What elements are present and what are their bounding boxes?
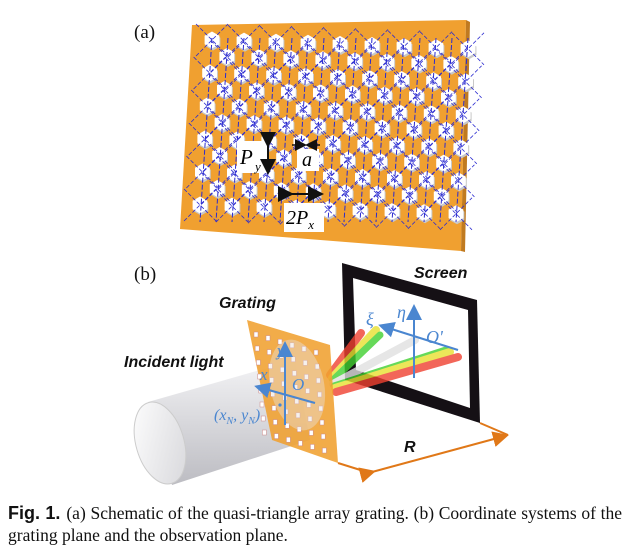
diffracted-beams bbox=[326, 326, 462, 396]
figure-caption: Fig. 1. (a) Schematic of the quasi-triang… bbox=[8, 502, 622, 546]
xi-axis-label: ξ bbox=[366, 309, 374, 329]
distance-r: R bbox=[337, 422, 509, 483]
svg-text:a: a bbox=[302, 149, 312, 171]
dimension-a: a bbox=[292, 139, 320, 171]
origin-label: O bbox=[292, 375, 304, 394]
incident-light-label: Incident light bbox=[124, 354, 224, 371]
y-axis-label: y bbox=[275, 341, 285, 360]
svg-text:y: y bbox=[253, 159, 261, 174]
grating-label: Grating bbox=[219, 295, 276, 312]
panel-a-label: (a) bbox=[134, 22, 155, 43]
figure-1: (a) P y a 2Px (b) bbox=[124, 20, 509, 485]
screen-label: Screen bbox=[414, 265, 468, 282]
figure-number: Fig. 1. bbox=[8, 503, 61, 523]
eta-axis-label: η bbox=[397, 302, 406, 322]
panel-b-label: (b) bbox=[134, 264, 156, 285]
caption-text: (a) Schematic of the quasi-triangle arra… bbox=[8, 503, 622, 545]
lattice-lines bbox=[183, 23, 485, 231]
distance-r-label: R bbox=[404, 439, 416, 456]
point-coordinate-label: (xN, yN) bbox=[214, 407, 260, 427]
svg-text:P: P bbox=[239, 145, 253, 169]
dimension-py: P y bbox=[237, 132, 276, 175]
x-axis-label: x bbox=[259, 365, 268, 384]
o-prime-label: O' bbox=[426, 327, 444, 347]
dimension-2px: 2Px bbox=[278, 186, 324, 232]
screen-axes: ξ η O' bbox=[366, 302, 459, 378]
svg-text:2Px: 2Px bbox=[286, 207, 314, 232]
grating-plane: y x O (xN, yN) bbox=[214, 320, 338, 463]
quasi-triangle-grating-schematic bbox=[180, 20, 485, 252]
